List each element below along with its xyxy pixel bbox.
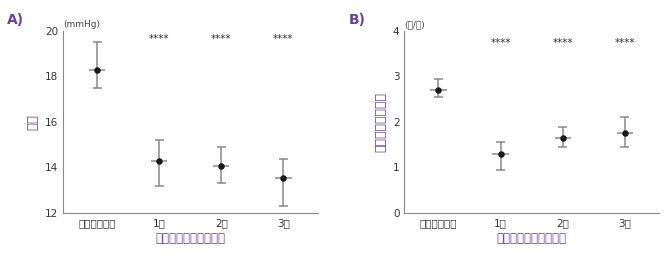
Point	[495, 152, 506, 156]
Point	[557, 136, 568, 140]
Point	[92, 68, 103, 72]
Text: ****: ****	[211, 34, 232, 44]
Text: A): A)	[7, 13, 24, 27]
Point	[619, 131, 630, 135]
Point	[278, 176, 289, 180]
Text: ****: ****	[490, 38, 511, 48]
Text: ****: ****	[614, 38, 635, 48]
Point	[433, 88, 444, 92]
Point	[216, 164, 226, 168]
X-axis label: 術後の経過時間（年）: 術後の経過時間（年）	[155, 232, 225, 245]
X-axis label: 術後の経過時間（年）: 術後の経過時間（年）	[496, 232, 567, 245]
Text: ****: ****	[273, 34, 293, 44]
Text: ****: ****	[552, 38, 573, 48]
Text: ****: ****	[149, 34, 170, 44]
Text: B): B)	[348, 13, 365, 27]
Text: (mmHg): (mmHg)	[63, 20, 100, 29]
Point	[154, 158, 165, 163]
Y-axis label: 使用焉圧降下剤数: 使用焉圧降下剤数	[375, 92, 387, 152]
Y-axis label: 焉圧: 焉圧	[26, 114, 40, 130]
Text: (剤/年): (剤/年)	[404, 20, 425, 29]
